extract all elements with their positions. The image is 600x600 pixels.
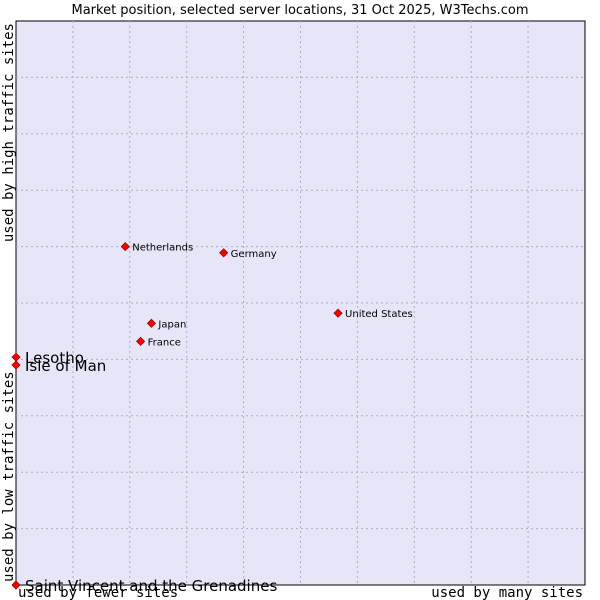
data-point-label: Lesotho — [25, 349, 84, 367]
data-point-label: Japan — [157, 319, 186, 330]
data-point-marker — [120, 242, 130, 252]
data-point-label: United States — [345, 309, 413, 320]
data-point-marker — [11, 360, 21, 370]
data-point-marker — [333, 308, 343, 318]
data-point-label: Germany — [231, 249, 277, 260]
data-point-label: France — [148, 337, 181, 348]
x-axis-label-right: used by many sites — [431, 585, 583, 600]
y-axis-label-top: used by high traffic sites — [1, 23, 17, 242]
data-point-marker — [219, 248, 229, 258]
data-point-label: Saint Vincent and the Grenadines — [25, 577, 277, 595]
data-point-label: Isle of Man — [25, 357, 106, 375]
y-axis-label-bottom: used by low traffic sites — [1, 371, 17, 582]
data-point-marker — [11, 580, 21, 590]
chart-title: Market position, selected server locatio… — [71, 3, 528, 18]
data-points: Netherlands Germany United States Japan Fran… — [11, 242, 413, 595]
data-point-label: Netherlands — [132, 243, 193, 254]
x-axis-label-left: used by fewer sites — [18, 585, 178, 600]
grid-lines — [16, 21, 585, 585]
data-point-marker — [136, 336, 146, 346]
data-point-marker — [146, 318, 156, 328]
